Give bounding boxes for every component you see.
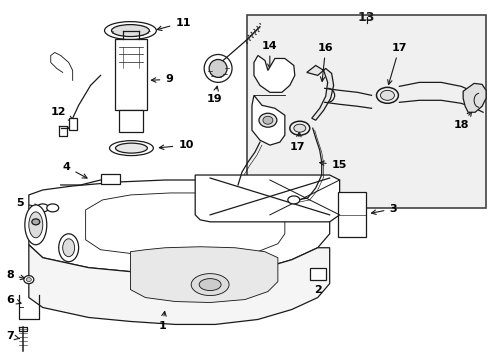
Polygon shape bbox=[306, 66, 333, 120]
Bar bbox=[68, 118, 77, 130]
Text: 10: 10 bbox=[159, 140, 193, 150]
Bar bbox=[101, 174, 120, 184]
Text: 1: 1 bbox=[158, 311, 166, 332]
Text: 17: 17 bbox=[289, 132, 305, 152]
Ellipse shape bbox=[59, 234, 79, 262]
Text: 15: 15 bbox=[319, 160, 346, 170]
Ellipse shape bbox=[37, 204, 49, 212]
Text: 4: 4 bbox=[62, 162, 87, 178]
Text: 7: 7 bbox=[6, 332, 20, 341]
Text: 13: 13 bbox=[357, 11, 374, 24]
Text: 17: 17 bbox=[387, 42, 407, 85]
Polygon shape bbox=[29, 245, 329, 324]
Text: 8: 8 bbox=[6, 270, 25, 280]
Ellipse shape bbox=[115, 143, 147, 153]
Ellipse shape bbox=[104, 22, 156, 40]
Ellipse shape bbox=[62, 239, 75, 257]
Text: 12: 12 bbox=[51, 107, 73, 120]
Ellipse shape bbox=[191, 274, 228, 296]
Ellipse shape bbox=[47, 204, 59, 212]
Polygon shape bbox=[195, 175, 339, 222]
Ellipse shape bbox=[111, 24, 149, 37]
Bar bbox=[115, 39, 147, 110]
Text: 9: 9 bbox=[151, 75, 173, 84]
Ellipse shape bbox=[24, 276, 34, 284]
Polygon shape bbox=[85, 193, 285, 257]
Ellipse shape bbox=[293, 124, 305, 132]
Polygon shape bbox=[130, 247, 277, 302]
Text: 2: 2 bbox=[313, 274, 321, 294]
Bar bbox=[119, 110, 143, 132]
Bar bbox=[337, 192, 365, 237]
Ellipse shape bbox=[109, 141, 153, 156]
Text: 3: 3 bbox=[371, 204, 396, 215]
Ellipse shape bbox=[380, 90, 394, 100]
Polygon shape bbox=[251, 95, 285, 145]
Ellipse shape bbox=[29, 212, 42, 238]
Ellipse shape bbox=[203, 54, 232, 82]
Text: 11: 11 bbox=[157, 18, 190, 31]
Polygon shape bbox=[29, 180, 329, 274]
Ellipse shape bbox=[259, 113, 276, 127]
Bar bbox=[309, 268, 325, 280]
Bar bbox=[246, 15, 485, 208]
Ellipse shape bbox=[263, 116, 272, 124]
Ellipse shape bbox=[209, 59, 226, 77]
Ellipse shape bbox=[287, 196, 299, 204]
Text: 16: 16 bbox=[317, 42, 333, 81]
Ellipse shape bbox=[26, 278, 31, 282]
Text: 19: 19 bbox=[206, 86, 222, 104]
Text: 14: 14 bbox=[262, 41, 277, 68]
Text: 5: 5 bbox=[16, 198, 39, 208]
Ellipse shape bbox=[199, 279, 221, 291]
Ellipse shape bbox=[32, 219, 40, 225]
Text: 6: 6 bbox=[6, 294, 21, 305]
Text: 18: 18 bbox=[452, 112, 471, 130]
Polygon shape bbox=[462, 84, 485, 112]
Ellipse shape bbox=[25, 205, 47, 245]
Polygon shape bbox=[253, 55, 294, 92]
